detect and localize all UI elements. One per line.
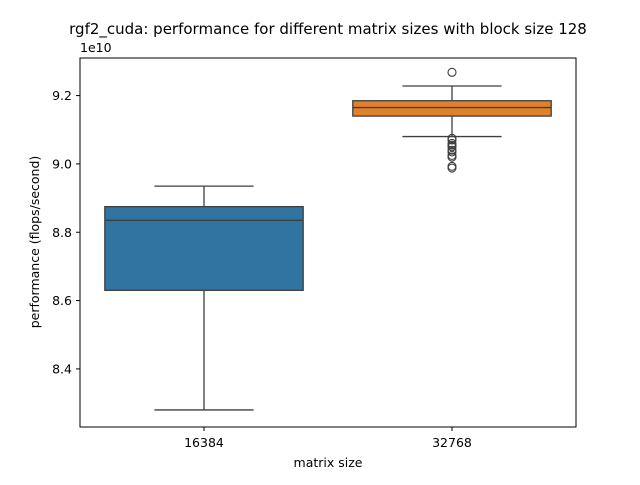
outlier-point [447,152,457,162]
box-body [104,205,304,291]
y-tick-label: 9.2 [52,88,72,103]
chart-title: rgf2_cuda: performance for different mat… [69,20,587,39]
axes-frame [79,57,577,428]
y-tick-label: 8.8 [52,225,72,240]
x-axis-label: matrix size [294,455,363,470]
y-axis-label: performance (flops/second) [27,156,42,329]
y-tick-label: 8.4 [52,361,72,376]
y-axis-offset-label: 1e10 [80,40,112,55]
outlier-point [447,163,457,173]
box-group-32768 [352,67,552,173]
y-tick-label: 9.0 [52,156,72,171]
box-group-16384 [104,185,304,411]
box-body [352,100,552,117]
x-axis: 16384 32768 [184,427,472,450]
x-tick-label: 32768 [432,435,472,450]
outlier-point [447,147,457,157]
y-tick-label: 8.6 [52,293,72,308]
outlier-point [447,135,457,145]
outlier-point [447,67,457,77]
x-tick-label: 16384 [184,435,224,450]
y-axis: 8.4 8.6 8.8 9.0 9.2 [52,88,80,376]
plot-area [104,67,552,411]
